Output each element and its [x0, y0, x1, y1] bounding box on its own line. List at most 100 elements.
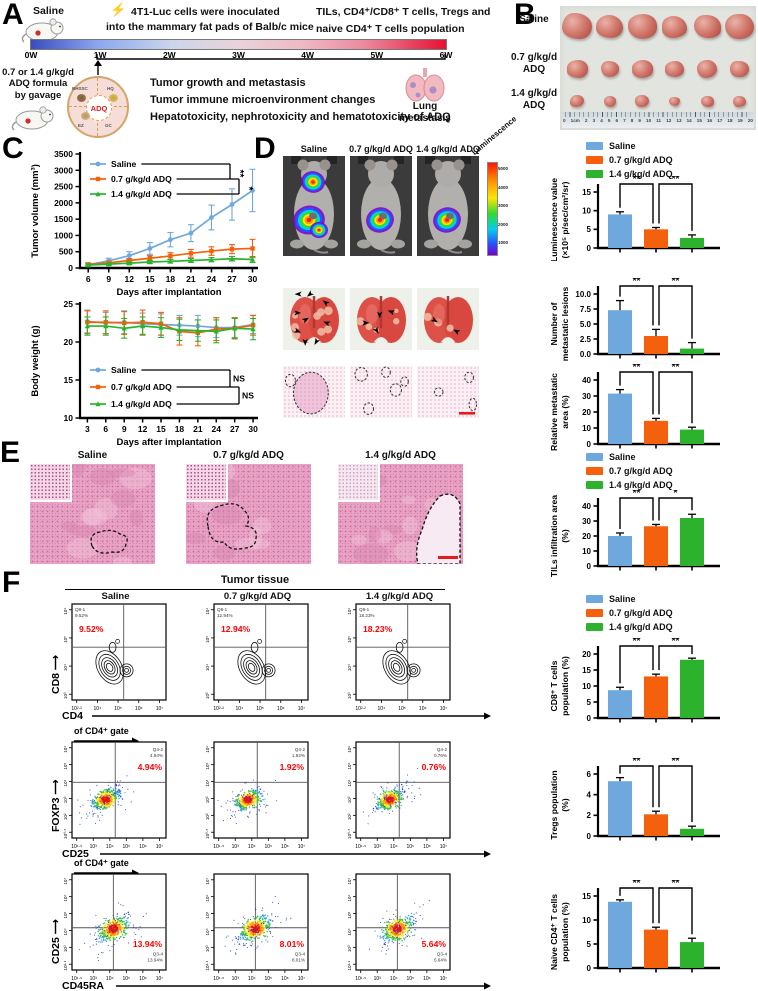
svg-text:10⁴: 10⁴ — [248, 976, 256, 982]
tumor-specimen — [596, 14, 623, 39]
svg-text:10⁶: 10⁶ — [63, 895, 68, 902]
svg-text:10³: 10³ — [63, 796, 68, 803]
svg-text:10³: 10³ — [90, 976, 98, 982]
svg-text:24: 24 — [207, 274, 217, 284]
svg-text:10³: 10³ — [347, 796, 352, 803]
svg-text:10⁶: 10⁶ — [139, 976, 147, 982]
svg-text:10¹·¹: 10¹·¹ — [205, 960, 210, 970]
svg-text:**: ** — [633, 364, 641, 373]
histology-inset — [186, 464, 228, 502]
tumor-specimen — [669, 96, 680, 107]
svg-text:**: ** — [234, 170, 245, 178]
tumor-specimen — [631, 59, 653, 78]
flow-plot: 10²·² 10⁴ 10⁵ 10⁶ 10⁷ 10³ 10⁴ 10⁵ 10⁶ Q8-1 12.94% 1… — [202, 602, 310, 714]
legend-f: Saline 0.7 g/kg/d ADQ 1.4 g/kg/d ADQ — [586, 594, 673, 636]
adq-segment-gc: GC — [105, 123, 112, 128]
bar-chart-svg: 0 2 4 6 ** ** Tregs population (%) — [549, 756, 720, 841]
legend-swatch — [586, 467, 603, 475]
svg-text:10⁵: 10⁵ — [63, 763, 68, 770]
tregs-bar-chart: 0 2 4 6 ** ** Tregs population (%) — [540, 756, 758, 850]
colorbar-tick: 4000 — [498, 184, 509, 190]
analysis-text-line2: naive CD4⁺ T cells population — [316, 23, 465, 35]
panel-a-label: A — [2, 0, 24, 31]
svg-text:10⁶: 10⁶ — [63, 746, 68, 753]
mouse-icon — [8, 104, 58, 137]
tumor-histology-image — [186, 464, 311, 564]
f-col-14: 1.4 g/kg/d ADQ — [365, 591, 434, 602]
graphic: 10¹·⁵ 10³ 10⁴ 10⁵ 10⁶ 10⁷ 10¹·¹ 10³ 10⁴ 10⁵ 10⁶ 10⁷… — [347, 873, 451, 982]
graphic: 10¹·⁵ 10³ 10⁴ 10⁵ 10⁶ 10⁷ 10⁰·⁵ 10² 10³ 10⁴ 10⁵ 10⁶… — [205, 741, 309, 850]
svg-text:12: 12 — [125, 274, 135, 284]
timeline-bracket — [96, 54, 446, 60]
svg-text:Q4-2: Q4-2 — [153, 747, 164, 752]
svg-text:10⁶: 10⁶ — [347, 746, 352, 753]
svg-text:Q3-4: Q3-4 — [437, 952, 448, 957]
lung-photo — [350, 288, 412, 350]
svg-text:Saline: Saline — [111, 159, 137, 169]
svg-text:10⁷: 10⁷ — [63, 878, 68, 885]
histology-inset — [338, 464, 380, 502]
svg-text:**: ** — [672, 176, 680, 185]
svg-text:4: 4 — [587, 790, 592, 799]
svg-text:30: 30 — [248, 424, 258, 434]
svg-text:10²·²: 10²·² — [71, 706, 82, 712]
svg-text:10: 10 — [64, 413, 74, 423]
graphic — [350, 156, 412, 256]
svg-text:Tumor volume (mm³): Tumor volume (mm³) — [30, 164, 41, 258]
svg-text:10⁵: 10⁵ — [265, 976, 273, 982]
svg-text:**: ** — [672, 364, 680, 373]
svg-text:27: 27 — [227, 274, 237, 284]
legend-swatch — [586, 170, 603, 178]
svg-text:10: 10 — [582, 424, 591, 433]
inoculation-text-line1: 4T1-Luc cells were inoculated — [131, 6, 280, 18]
svg-text:10³: 10³ — [205, 796, 210, 803]
svg-text:10¹·¹: 10¹·¹ — [347, 960, 352, 970]
svg-text:10¹·⁵: 10¹·⁵ — [355, 976, 366, 982]
svg-text:18: 18 — [175, 424, 185, 434]
tumor-histology-image — [30, 464, 155, 564]
svg-text:10: 10 — [582, 916, 591, 925]
svg-text:CD8⁺ T cells: CD8⁺ T cells — [549, 660, 559, 711]
svg-text:Q8-1: Q8-1 — [217, 607, 228, 612]
svg-text:Saline: Saline — [111, 365, 137, 375]
e-col-14: 1.4 g/kg/d ADQ — [365, 450, 436, 461]
svg-text:10⁴: 10⁴ — [205, 928, 210, 935]
body-weight-chart: 10 15 20 25 3 6 9 12 15 18 21 24 27 30 Days after impl… — [26, 298, 266, 448]
bar-chart-svg: 0 5 10 15 ** ** Luminescence value (×10⁵ p/sec/… — [549, 174, 720, 262]
tumor-volume-chart: 0 500 1000 1500 2000 2500 3000 3500 6 9 12 15 18 21 24… — [26, 148, 266, 298]
svg-text:18: 18 — [166, 274, 176, 284]
adq-center-label: ADQ — [86, 95, 112, 121]
line-chart-svg: 0 500 1000 1500 2000 2500 3000 3500 6 9 12 15 18 21 24… — [30, 149, 258, 298]
flow-x-arrow — [116, 982, 491, 990]
adq-segment-ez: EZ — [78, 123, 84, 128]
svg-text:27: 27 — [230, 424, 240, 434]
svg-text:**: ** — [633, 638, 641, 647]
legend-swatch — [586, 156, 603, 164]
svg-text:25: 25 — [64, 299, 74, 309]
graphic: 10¹·⁵ 10³ 10⁴ 10⁵ 10⁶ 10⁷ 10⁰·⁵ 10² 10³ 10⁴ 10⁵ 10⁶… — [347, 741, 451, 850]
svg-text:10⁵: 10⁵ — [63, 911, 68, 918]
svg-text:10⁵: 10⁵ — [347, 763, 352, 770]
tumor-photo-panel: 0 1cm 2 3 4 5 6 7 8 9 10 11 12 13 14 15 16 17 18 19 20 — [560, 6, 756, 130]
svg-text:**: ** — [633, 490, 641, 499]
timeline-tick-6W: 6W — [439, 50, 453, 60]
graphic — [283, 156, 345, 256]
svg-text:9.52%: 9.52% — [79, 624, 104, 634]
svg-text:10²: 10² — [205, 813, 210, 820]
svg-text:30: 30 — [582, 392, 591, 401]
svg-text:1000: 1000 — [54, 230, 73, 240]
svg-text:10⁶: 10⁶ — [423, 976, 431, 982]
svg-text:Body weight (g): Body weight (g) — [30, 325, 41, 396]
legend-item: 0.7 g/kg/d ADQ — [586, 608, 673, 618]
svg-text:10⁰·⁵: 10⁰·⁵ — [205, 828, 210, 838]
svg-text:6: 6 — [587, 770, 592, 779]
svg-text:10⁴: 10⁴ — [390, 844, 398, 850]
svg-text:15: 15 — [145, 274, 155, 284]
timeline-tick-4W: 4W — [301, 50, 315, 60]
colorbar-tick: 3000 — [498, 203, 509, 208]
flow-plot: 10²·² 10⁴ 10⁵ 10⁶ 10⁷ 10³ 10⁴ 10⁵ 10⁶ Q8-1 18.23% 1… — [344, 602, 452, 714]
legend-swatch — [586, 453, 603, 461]
timeline-tick-3W: 3W — [232, 50, 245, 60]
e-col-07: 0.7 g/kg/d ADQ — [213, 450, 284, 461]
